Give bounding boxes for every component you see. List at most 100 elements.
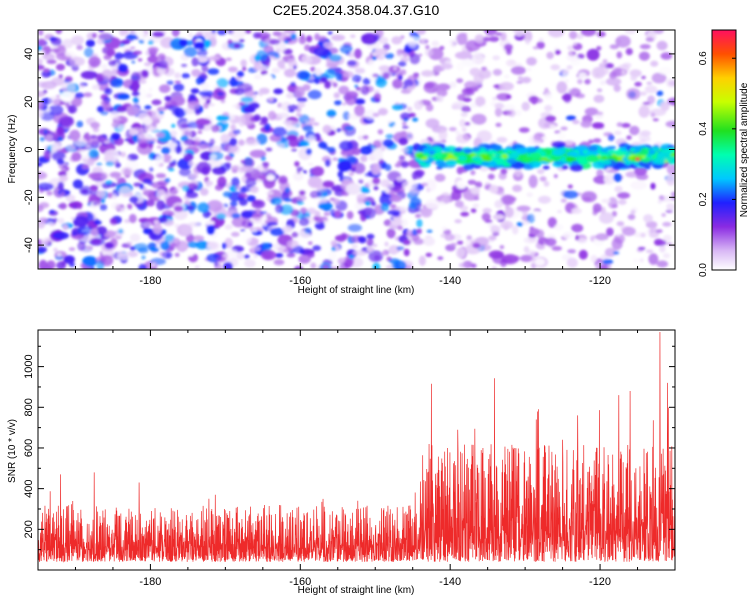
spectrogram-cell <box>240 159 245 165</box>
spectrogram-cell <box>448 127 457 132</box>
spectrogram-cell <box>73 215 89 227</box>
spectrogram-cell <box>97 105 105 113</box>
spectrogram-signal-cell <box>437 162 448 168</box>
spectrogram-cell <box>398 75 403 81</box>
spectrogram-cell <box>666 203 675 211</box>
spectrogram-cell <box>166 80 174 86</box>
spectrogram-cell <box>613 84 621 93</box>
spectrogram-cell <box>211 124 220 133</box>
spectrogram-cell <box>584 107 599 116</box>
spectrogram-cell <box>234 88 246 96</box>
spectrogram-cell <box>665 209 673 213</box>
spectrogram-cell <box>507 109 516 117</box>
spectrogram-cell <box>206 224 216 235</box>
spectrogram-cell <box>147 39 154 45</box>
spectrogram-cell <box>354 104 365 117</box>
spectrogram-cell <box>150 262 156 267</box>
colorbar-tick-label: 0.2 <box>698 192 709 206</box>
spectrogram-cell <box>161 154 172 163</box>
spectrogram-cell <box>543 180 550 187</box>
spectrogram-cell <box>142 178 152 184</box>
spectrogram-cell <box>596 88 603 93</box>
spectrogram-cell <box>60 191 66 196</box>
spectrogram-cell <box>280 221 285 226</box>
spectrogram-cell <box>187 241 199 249</box>
spectrogram-cell <box>449 43 457 48</box>
spectrogram-cell <box>228 77 238 87</box>
spectrogram-cell <box>155 161 161 166</box>
spectrogram-cell <box>290 82 296 87</box>
spectrogram-cell <box>621 123 631 128</box>
spectrogram-cell <box>353 162 366 174</box>
spectrogram-cell <box>46 191 53 196</box>
spectrogram-cell <box>283 40 289 44</box>
spectrogram-cell <box>366 246 374 253</box>
spectrogram-cell <box>372 73 379 78</box>
spectrogram-cell <box>639 138 647 144</box>
spectrogram-cell <box>259 211 268 215</box>
spectrogram-cell <box>354 67 366 74</box>
spectrogram-cell <box>616 231 621 236</box>
spectrogram-cell <box>160 241 170 251</box>
spectrogram-cell <box>144 105 152 110</box>
spectrogram-cell <box>475 96 486 107</box>
spectrogram-cell <box>191 57 199 67</box>
spectrogram-cell <box>244 259 256 268</box>
spectrogram-cell <box>317 138 323 143</box>
spectrogram-cell <box>352 249 368 256</box>
spectrogram-cell <box>388 245 399 255</box>
spectrogram-cell <box>196 161 212 174</box>
spectrogram-cell <box>127 203 133 210</box>
spectrogram-cell <box>299 135 305 141</box>
spectrogram-cell <box>88 149 99 159</box>
spectrogram-cell <box>180 150 188 156</box>
spectrogram-cell <box>244 139 260 146</box>
spectrogram-cell <box>662 221 672 227</box>
spectrogram-cell <box>434 173 446 182</box>
spectrogram-cell <box>179 38 188 47</box>
spectrogram-cell <box>403 239 411 246</box>
spectrogram-cell <box>230 200 238 207</box>
spectrogram-cell <box>286 134 298 141</box>
spectrogram-cell <box>523 236 538 244</box>
spectrogram-cell <box>411 171 423 180</box>
spectrogram-cell <box>217 30 227 36</box>
spectrogram-cell <box>492 96 498 101</box>
spectrogram-cell <box>150 138 157 142</box>
spectrogram-cell <box>491 265 497 269</box>
spectrogram-signal-cell <box>555 161 562 165</box>
spectrogram-cell <box>426 229 433 233</box>
spectrogram-cell <box>272 31 282 37</box>
spectrogram-cell <box>537 168 545 175</box>
spectrogram-cell <box>38 50 46 54</box>
spectrogram-cell <box>402 121 407 126</box>
spectrogram-cell <box>328 250 337 261</box>
spectrogram-cell <box>287 59 298 67</box>
spectrogram-cell <box>377 129 384 135</box>
spectrogram-cell <box>367 143 373 147</box>
spectrogram-cell <box>640 232 646 238</box>
spectrogram-cell <box>423 81 440 94</box>
spectrogram-cell <box>38 162 43 167</box>
spectrogram-cell <box>379 193 393 207</box>
spectrogram-cell <box>242 66 247 72</box>
spectrogram-cell <box>278 175 288 184</box>
spectrogram-cell <box>393 124 400 129</box>
spectrogram-cell <box>392 104 403 111</box>
spectrogram-y-tick-label: 0 <box>23 146 35 152</box>
spectrogram-cell <box>111 202 121 210</box>
spectrogram-cell <box>557 210 562 214</box>
spectrogram-cell <box>258 92 263 97</box>
spectrogram-cell <box>639 44 651 50</box>
spectrogram-cell <box>566 257 578 268</box>
spectrogram-cell <box>481 212 491 222</box>
spectrogram-cell <box>504 206 514 218</box>
spectrogram-cell <box>372 112 380 117</box>
spectrogram-cell <box>479 244 492 251</box>
spectrogram-cell <box>128 213 137 224</box>
spectrogram-cell <box>416 30 426 35</box>
spectrogram-cell <box>614 185 623 193</box>
spectrogram-cell <box>548 30 565 38</box>
spectrogram-cell <box>147 46 159 53</box>
spectrogram-cell <box>615 35 631 48</box>
